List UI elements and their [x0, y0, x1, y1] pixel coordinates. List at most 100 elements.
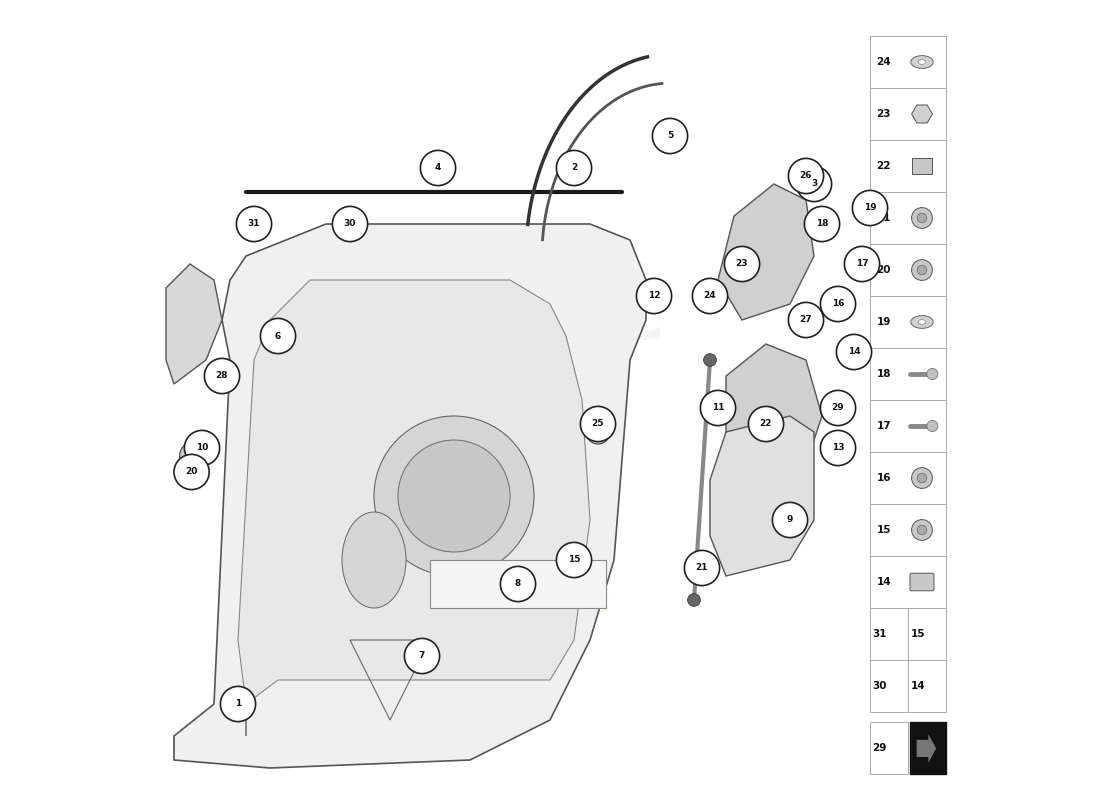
Circle shape — [912, 467, 933, 488]
Circle shape — [174, 454, 209, 490]
Text: 7: 7 — [419, 651, 426, 661]
Bar — [911, 722, 946, 774]
Text: 30: 30 — [872, 681, 887, 691]
Text: 8: 8 — [515, 579, 521, 589]
Polygon shape — [174, 224, 646, 768]
Text: 29: 29 — [872, 743, 887, 754]
Circle shape — [912, 208, 933, 229]
Circle shape — [500, 566, 536, 602]
Circle shape — [405, 638, 440, 674]
Ellipse shape — [918, 60, 925, 65]
Text: 837 02: 837 02 — [910, 778, 947, 789]
Ellipse shape — [918, 320, 925, 325]
Circle shape — [557, 542, 592, 578]
Bar — [430, 560, 606, 608]
Polygon shape — [916, 734, 936, 762]
Circle shape — [684, 550, 719, 586]
Ellipse shape — [342, 512, 406, 608]
Circle shape — [748, 406, 783, 442]
Circle shape — [789, 302, 824, 338]
Circle shape — [772, 502, 807, 538]
Circle shape — [205, 358, 240, 394]
Polygon shape — [718, 184, 814, 320]
Circle shape — [917, 525, 927, 534]
Circle shape — [374, 416, 534, 576]
Circle shape — [220, 686, 255, 722]
Bar — [870, 88, 946, 140]
Circle shape — [261, 318, 296, 354]
Polygon shape — [726, 344, 822, 480]
Circle shape — [917, 214, 927, 222]
Text: 1: 1 — [235, 699, 241, 709]
Text: 23: 23 — [736, 259, 748, 269]
Bar — [870, 556, 946, 608]
Polygon shape — [238, 280, 590, 736]
Bar — [870, 36, 946, 88]
Text: 22: 22 — [877, 161, 891, 171]
Circle shape — [821, 286, 856, 322]
Text: EPC: EPC — [515, 286, 664, 354]
Circle shape — [688, 594, 701, 606]
Text: 12: 12 — [648, 291, 660, 301]
Text: 14: 14 — [848, 347, 860, 357]
Bar — [908, 660, 946, 712]
Circle shape — [637, 278, 672, 314]
Ellipse shape — [911, 316, 933, 329]
Text: 11: 11 — [712, 403, 724, 413]
Text: 5: 5 — [667, 131, 673, 141]
Text: 2: 2 — [571, 163, 578, 173]
Bar — [870, 244, 946, 296]
Circle shape — [821, 390, 856, 426]
Text: 29: 29 — [832, 403, 845, 413]
Text: 21: 21 — [877, 213, 891, 223]
Circle shape — [179, 442, 208, 470]
Text: 31: 31 — [248, 219, 261, 229]
Text: 17: 17 — [856, 259, 868, 269]
Circle shape — [836, 334, 871, 370]
Circle shape — [789, 158, 824, 194]
Circle shape — [332, 206, 367, 242]
Circle shape — [804, 206, 839, 242]
Circle shape — [917, 473, 927, 482]
Bar — [870, 140, 946, 192]
FancyBboxPatch shape — [910, 573, 934, 590]
Text: 18: 18 — [816, 219, 828, 229]
Bar — [870, 504, 946, 556]
Text: 14: 14 — [877, 577, 891, 587]
Bar — [908, 608, 946, 660]
Bar — [870, 400, 946, 452]
Circle shape — [845, 246, 880, 282]
Bar — [870, 452, 946, 504]
Circle shape — [917, 266, 927, 275]
Text: 17: 17 — [877, 421, 891, 431]
Circle shape — [912, 260, 933, 281]
Text: 26: 26 — [800, 171, 812, 181]
Text: 4: 4 — [434, 163, 441, 173]
Text: 18: 18 — [877, 369, 891, 379]
Polygon shape — [912, 158, 933, 174]
Bar — [870, 608, 907, 660]
Text: 23: 23 — [877, 109, 891, 119]
Bar — [870, 722, 907, 774]
Bar — [870, 660, 907, 712]
Text: 19: 19 — [877, 317, 891, 327]
Text: 25: 25 — [592, 419, 604, 429]
Circle shape — [557, 150, 592, 186]
Circle shape — [796, 166, 832, 202]
Text: 15: 15 — [568, 555, 581, 565]
Circle shape — [652, 118, 688, 154]
Circle shape — [912, 520, 933, 541]
Circle shape — [725, 246, 760, 282]
Text: 30: 30 — [344, 219, 356, 229]
Text: 3: 3 — [811, 179, 817, 189]
Circle shape — [821, 430, 856, 466]
Text: 15: 15 — [877, 525, 891, 535]
Circle shape — [185, 430, 220, 466]
Text: 10: 10 — [196, 443, 208, 453]
Circle shape — [581, 406, 616, 442]
Text: 16: 16 — [877, 473, 891, 483]
Circle shape — [398, 440, 510, 552]
Bar — [870, 348, 946, 400]
Circle shape — [927, 368, 938, 380]
Text: 24: 24 — [704, 291, 716, 301]
